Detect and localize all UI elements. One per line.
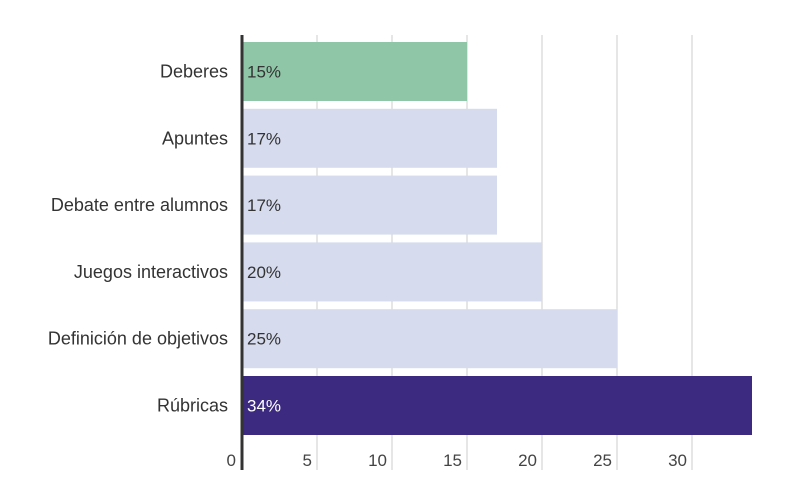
x-tick-5: 5: [303, 451, 312, 470]
value-label-0: 15%: [247, 63, 281, 82]
bar-2: [242, 175, 497, 235]
category-labels: Deberes Apuntes Debate entre alumnos Juegos…: [48, 62, 228, 416]
category-label-3: Juegos interactivos: [74, 262, 228, 282]
x-tick-15: 15: [443, 451, 462, 470]
value-label-4: 25%: [247, 330, 281, 349]
bar-3: [242, 242, 542, 302]
x-tick-0: 0: [227, 451, 236, 470]
bar-4: [242, 309, 617, 369]
bars: [242, 42, 752, 435]
value-label-1: 17%: [247, 129, 281, 148]
x-tick-30: 30: [668, 451, 687, 470]
x-tick-20: 20: [518, 451, 537, 470]
bar-1: [242, 108, 497, 168]
value-label-2: 17%: [247, 196, 281, 215]
value-label-3: 20%: [247, 263, 281, 282]
x-tick-labels: 0 5 10 15 20 25 30: [227, 451, 687, 470]
category-label-4: Definición de objetivos: [48, 329, 228, 349]
category-label-0: Deberes: [160, 62, 228, 82]
bar-0: [242, 42, 467, 101]
bar-5: [242, 376, 752, 435]
x-tick-10: 10: [368, 451, 387, 470]
category-label-5: Rúbricas: [157, 396, 228, 416]
category-label-1: Apuntes: [162, 128, 228, 148]
x-tick-25: 25: [593, 451, 612, 470]
value-label-5: 34%: [247, 397, 281, 416]
value-labels: 15% 17% 17% 20% 25% 34%: [247, 63, 281, 416]
category-label-2: Debate entre alumnos: [51, 195, 228, 215]
